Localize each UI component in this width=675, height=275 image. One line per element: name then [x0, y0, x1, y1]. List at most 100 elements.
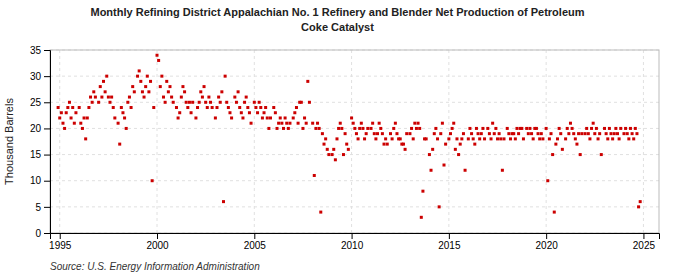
- point: [535, 127, 538, 130]
- point: [449, 132, 452, 135]
- y-tick-label: 15: [30, 149, 42, 160]
- point: [266, 116, 269, 119]
- point: [611, 137, 614, 140]
- point: [319, 211, 322, 214]
- x-tick-label: 2015: [438, 240, 461, 251]
- point: [332, 148, 335, 151]
- point: [622, 132, 625, 135]
- x-axis: 1995200020052010201520202025: [49, 233, 659, 251]
- grid-line-y: [50, 102, 659, 103]
- point: [78, 106, 81, 109]
- point: [151, 179, 154, 182]
- y-axis: 05101520253035: [30, 45, 51, 239]
- point: [634, 127, 637, 130]
- point: [418, 127, 421, 130]
- point: [383, 143, 386, 146]
- point: [66, 106, 69, 109]
- point: [342, 153, 345, 156]
- point: [89, 96, 92, 99]
- point: [603, 127, 606, 130]
- point: [616, 132, 619, 135]
- point: [525, 127, 528, 130]
- point: [509, 137, 512, 140]
- point: [546, 179, 549, 182]
- point: [190, 111, 193, 114]
- point: [269, 116, 272, 119]
- point: [431, 148, 434, 151]
- point: [412, 137, 415, 140]
- point: [168, 85, 171, 88]
- point: [451, 127, 454, 130]
- point: [285, 122, 288, 125]
- y-tick: 0: [35, 228, 50, 239]
- point: [107, 96, 110, 99]
- point: [220, 90, 223, 93]
- point: [472, 137, 475, 140]
- point: [237, 90, 240, 93]
- point: [324, 137, 327, 140]
- point: [639, 200, 642, 203]
- point: [99, 85, 102, 88]
- x-tick-mark: [352, 233, 353, 239]
- x-tick: 2010: [341, 233, 364, 251]
- point: [261, 116, 264, 119]
- plot-frame: [50, 50, 659, 233]
- point: [303, 116, 306, 119]
- point: [91, 101, 94, 104]
- point: [130, 106, 133, 109]
- x-tick-mark: [449, 233, 450, 239]
- grid-line-y: [50, 206, 659, 207]
- point: [245, 96, 248, 99]
- point: [112, 106, 115, 109]
- point: [65, 111, 68, 114]
- point: [175, 106, 178, 109]
- point: [97, 101, 100, 104]
- point: [337, 127, 340, 130]
- point: [494, 127, 497, 130]
- point: [144, 85, 147, 88]
- point: [313, 174, 316, 177]
- point: [211, 106, 214, 109]
- point: [280, 122, 283, 125]
- point: [63, 127, 66, 130]
- point: [585, 127, 588, 130]
- point: [498, 132, 501, 135]
- point: [146, 75, 149, 78]
- point: [386, 143, 389, 146]
- point: [384, 137, 387, 140]
- point: [490, 137, 493, 140]
- point: [512, 132, 515, 135]
- point: [554, 143, 557, 146]
- point: [376, 132, 379, 135]
- point: [274, 111, 277, 114]
- point: [104, 90, 107, 93]
- point: [600, 153, 603, 156]
- points: [57, 54, 642, 219]
- grid-line-y: [50, 154, 659, 155]
- y-tick-label: 20: [30, 123, 42, 134]
- x-tick: 2020: [536, 233, 559, 251]
- point: [405, 132, 408, 135]
- point: [141, 90, 144, 93]
- x-tick: 2015: [438, 233, 461, 251]
- point: [284, 116, 287, 119]
- point: [569, 122, 572, 125]
- point: [149, 80, 152, 83]
- point: [228, 111, 231, 114]
- point: [410, 127, 413, 130]
- point: [584, 132, 587, 135]
- point: [404, 148, 407, 151]
- point: [483, 137, 486, 140]
- point: [443, 164, 446, 167]
- point: [597, 137, 600, 140]
- point: [459, 143, 462, 146]
- point: [254, 106, 257, 109]
- point: [455, 137, 458, 140]
- y-axis-line: [44, 51, 51, 234]
- point: [235, 101, 238, 104]
- point: [100, 96, 103, 99]
- y-axis-title: Thousand Barrels: [3, 98, 15, 185]
- point: [138, 69, 141, 72]
- grid: [50, 50, 659, 233]
- point: [126, 101, 129, 104]
